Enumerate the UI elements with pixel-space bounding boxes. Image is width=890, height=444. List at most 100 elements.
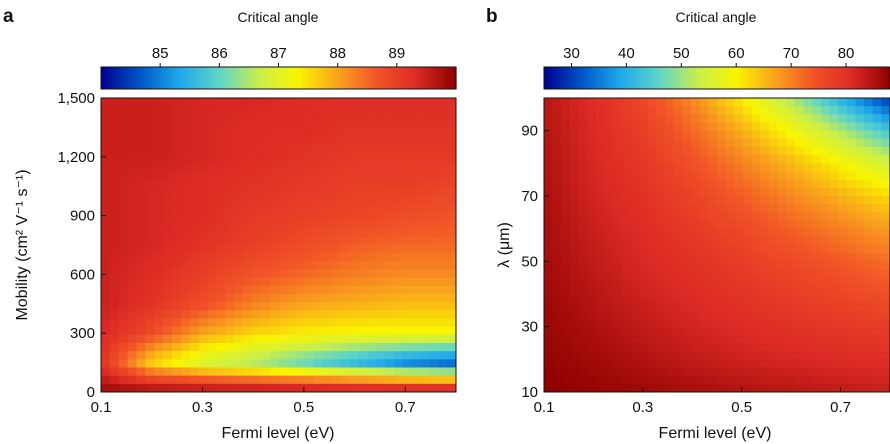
heatmap-cell — [198, 171, 209, 181]
heatmap-cell — [269, 269, 280, 279]
heatmap-cell — [734, 212, 744, 222]
heatmap-cell — [127, 285, 138, 295]
heatmap-cell — [569, 294, 580, 303]
heatmap-cell — [647, 318, 658, 328]
heatmap-cell — [699, 351, 709, 360]
colorbar-segment — [696, 67, 701, 89]
heatmap-cell — [101, 220, 111, 230]
heatmap-cell — [665, 383, 675, 392]
heatmap-cell — [699, 212, 709, 222]
heatmap-cell — [402, 220, 413, 230]
colorbar-segment — [803, 67, 807, 89]
heatmap-cell — [595, 359, 606, 369]
colorbar-segment — [396, 67, 401, 89]
heatmap-cell — [613, 98, 623, 107]
heatmap-cell — [251, 359, 262, 369]
heatmap-cell — [127, 343, 138, 352]
heatmap-cell — [145, 285, 155, 295]
heatmap-cell — [569, 326, 580, 336]
heatmap-cell — [109, 375, 120, 385]
colorbar-segment — [429, 67, 433, 89]
heatmap-cell — [243, 375, 253, 385]
heatmap-cell — [846, 359, 856, 369]
colorbar-segment — [546, 67, 551, 89]
heatmap-cell — [331, 359, 342, 369]
heatmap-cell — [393, 277, 404, 287]
heatmap-cell — [385, 98, 395, 107]
heatmap-cell — [234, 367, 244, 377]
heatmap-cell — [621, 130, 632, 140]
heatmap-cell — [812, 285, 822, 295]
heatmap-cell — [864, 285, 874, 295]
heatmap-cell — [109, 326, 120, 336]
heatmap-cell — [561, 228, 571, 238]
heatmap-cell — [225, 326, 235, 336]
heatmap-cell — [656, 212, 666, 222]
colorbar-segment — [578, 67, 583, 89]
heatmap-cell — [613, 351, 623, 360]
heatmap-cell — [751, 196, 761, 205]
heatmap-cell — [154, 245, 164, 254]
heatmap-cell — [278, 310, 288, 320]
heatmap-cell — [656, 343, 666, 352]
heatmap-cell — [340, 147, 351, 156]
heatmap-cell — [864, 261, 874, 271]
heatmap-cell — [803, 220, 813, 230]
heatmap-cell — [145, 261, 155, 271]
heatmap-cell — [109, 253, 120, 262]
heatmap-cell — [109, 228, 120, 238]
heatmap-cell — [109, 359, 120, 369]
heatmap-cell — [393, 367, 404, 377]
heatmap-cell — [630, 130, 640, 140]
heatmap-cell — [604, 359, 614, 369]
heatmap-cell — [846, 351, 856, 360]
heatmap-cell — [154, 228, 164, 238]
heatmap-cell — [829, 228, 839, 238]
heatmap-cell — [172, 130, 182, 140]
heatmap-cell — [154, 351, 164, 360]
heatmap-cell — [269, 261, 280, 271]
heatmap-cell — [234, 106, 244, 115]
heatmap-cell — [314, 122, 324, 132]
heatmap-cell — [604, 122, 614, 132]
heatmap-cell — [189, 138, 200, 148]
heatmap-cell — [699, 334, 709, 344]
heatmap-cell — [812, 318, 822, 328]
heatmap-cell — [180, 277, 191, 287]
heatmap-cell — [691, 220, 701, 230]
heatmap-cell — [647, 375, 658, 385]
heatmap-cell — [751, 155, 761, 164]
heatmap-cell — [296, 294, 306, 303]
heatmap-cell — [665, 196, 675, 205]
heatmap-cell — [838, 367, 848, 377]
heatmap-cell — [349, 343, 359, 352]
heatmap-cell — [786, 236, 796, 246]
colorbar-segment — [595, 67, 600, 89]
heatmap-cell — [438, 163, 448, 173]
heatmap-cell — [647, 171, 658, 181]
heatmap-cell — [587, 163, 597, 173]
heatmap-cell — [216, 130, 226, 140]
heatmap-cell — [794, 122, 805, 132]
colorbar-segment — [364, 67, 368, 89]
heatmap-cell — [420, 147, 430, 156]
heatmap-cell — [225, 220, 235, 230]
heatmap-cell — [349, 228, 359, 238]
heatmap-cell — [682, 187, 692, 197]
heatmap-cell — [429, 98, 439, 107]
heatmap-cell — [604, 204, 614, 213]
heatmap-cell — [225, 114, 235, 124]
panel-a-heatmap — [101, 98, 456, 392]
heatmap-cell — [420, 130, 430, 140]
heatmap-cell — [595, 367, 606, 377]
heatmap-cell — [234, 228, 244, 238]
colorbar-segment — [864, 67, 868, 89]
heatmap-cell — [349, 171, 359, 181]
colorbar-frame — [100, 66, 457, 90]
heatmap-cell — [699, 196, 709, 205]
heatmap-cell — [777, 106, 787, 115]
heatmap-cell — [855, 269, 865, 279]
heatmap-cell — [216, 155, 226, 164]
heatmap-cell — [561, 302, 571, 311]
heatmap-cell — [340, 245, 351, 254]
